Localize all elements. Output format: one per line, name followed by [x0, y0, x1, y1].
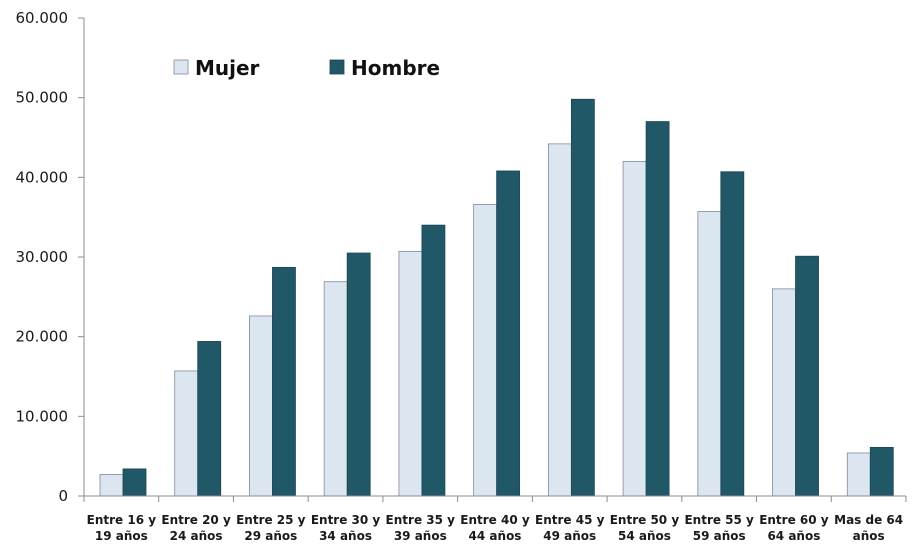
bar-hombre [795, 255, 819, 497]
y-tick-label: 20.000 [16, 328, 69, 346]
x-tick-label: 44 años [469, 529, 522, 543]
x-tick-label: años [853, 529, 885, 543]
x-tick-label: Mas de 64 [834, 513, 903, 527]
bar-mujer [174, 370, 199, 497]
bar-hombre [421, 224, 446, 497]
x-tick-label: Entre 50 y [610, 513, 680, 527]
x-tick-label: Entre 16 y [87, 513, 157, 527]
y-tick-label: 50.000 [16, 89, 69, 107]
x-tick-label: Entre 25 y [236, 513, 306, 527]
bar-hombre [346, 252, 371, 497]
bar-mujer [249, 315, 273, 497]
x-tick-label: 24 años [170, 529, 223, 543]
x-tick-label: 34 años [319, 529, 372, 543]
x-tick-label: 29 años [244, 529, 297, 543]
x-tick-label: 39 años [394, 529, 447, 543]
y-tick-label: 10.000 [16, 407, 69, 425]
legend-label-hombre: Hombre [351, 56, 440, 80]
bar-hombre [272, 266, 296, 497]
y-tick-label: 30.000 [16, 248, 69, 266]
legend-label-mujer: Mujer [195, 56, 260, 80]
bar-hombre [645, 121, 670, 497]
x-tick-label: 54 años [618, 529, 671, 543]
bar-hombre [720, 171, 745, 497]
y-axis: 0 10.000 20.000 30.000 40.000 50.000 60.000 [16, 9, 85, 505]
x-tick-label: Entre 35 y [386, 513, 456, 527]
bar-mujer [622, 160, 647, 497]
x-tick-label: Entre 40 y [460, 513, 530, 527]
bar-hombre [496, 170, 521, 497]
x-tick-label: Entre 20 y [161, 513, 231, 527]
x-tick-label: Entre 30 y [311, 513, 381, 527]
bar-mujer [398, 251, 423, 497]
bar-mujer [697, 211, 722, 497]
bar-mujer [323, 281, 348, 497]
x-tick-label: Entre 55 y [684, 513, 754, 527]
legend-swatch-mujer [173, 59, 189, 75]
bar-hombre [197, 341, 222, 497]
y-tick-label: 60.000 [16, 9, 69, 27]
x-tick-label: Entre 45 y [535, 513, 605, 527]
legend: Mujer Hombre [173, 56, 440, 80]
bar-mujer [547, 143, 572, 497]
bars [99, 98, 894, 497]
x-tick-label: 19 años [95, 529, 148, 543]
bar-mujer [772, 288, 796, 497]
bar-hombre [570, 98, 595, 497]
bar-hombre [122, 468, 147, 497]
bar-mujer [473, 204, 498, 497]
bar-mujer [99, 474, 124, 497]
x-tick-label: 49 años [543, 529, 596, 543]
bar-hombre [869, 447, 894, 497]
x-tick-label: 64 años [767, 529, 820, 543]
x-tick-label: 59 años [693, 529, 746, 543]
legend-swatch-hombre [329, 59, 345, 75]
bar-mujer [846, 452, 871, 497]
x-axis: Entre 16 y 19 años Entre 20 y 24 años Entre … [83, 495, 907, 543]
x-tick-label: Entre 60 y [759, 513, 829, 527]
y-tick-label: 40.000 [16, 168, 69, 186]
y-tick-label: 0 [58, 487, 68, 505]
